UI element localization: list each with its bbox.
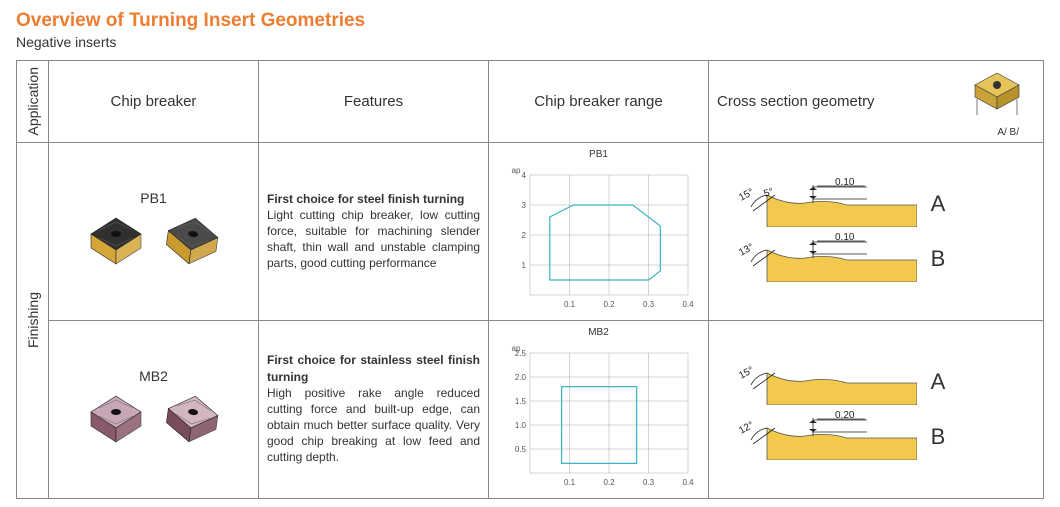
features-title: First choice for steel finish turning: [267, 192, 464, 206]
cross-section-letter: A: [927, 369, 949, 395]
svg-text:1.0: 1.0: [514, 421, 526, 430]
cross-section-diagram-icon: 13° 0.10: [717, 232, 917, 285]
svg-text:13°: 13°: [737, 242, 756, 259]
insert-image-icon: [81, 212, 151, 272]
svg-text:1: 1: [521, 261, 526, 270]
cross-section-diagram-icon: 15° 5° 0.10: [717, 177, 917, 230]
svg-text:0.5: 0.5: [514, 445, 526, 454]
cross-section-row: 12° 0.20 B: [717, 410, 1035, 463]
cross-section-letter: B: [927, 246, 949, 272]
hdr-cross-section: Cross section geometry A/ B/: [709, 61, 1044, 143]
cross-section-letter: A: [927, 191, 949, 217]
cross-section-cell: 15° A 12° 0.20 B: [709, 320, 1044, 498]
insert-image-icon: [157, 212, 227, 272]
svg-text:0.4: 0.4: [682, 478, 694, 487]
hdr-application: Application: [17, 61, 49, 143]
range-cell: PB1 0.1 0.2 0.3 0.4 1 2 3 4ap: [489, 142, 709, 320]
features-title: First choice for stainless steel finish …: [267, 353, 480, 383]
page-subtitle: Negative inserts: [16, 34, 1044, 50]
chip-breaker-cell: PB1: [49, 142, 259, 320]
cross-section-letter: B: [927, 424, 949, 450]
hdr-ab-label: A/ B/: [997, 127, 1019, 138]
cross-section-row: 15° 5° 0.10 A: [717, 177, 1035, 230]
svg-text:ap: ap: [511, 166, 520, 175]
chip-breaker-cell: MB2: [49, 320, 259, 498]
cross-section-cell: 15° 5° 0.10 A 13° 0.10: [709, 142, 1044, 320]
cross-section-diagram-icon: 12° 0.20: [717, 410, 917, 463]
svg-text:0.4: 0.4: [682, 300, 694, 309]
chart-title: MB2: [497, 327, 700, 338]
hdr-chip-breaker: Chip breaker: [49, 61, 259, 143]
chip-code: PB1: [57, 190, 250, 206]
cross-section-diagram-icon: 15°: [717, 355, 917, 408]
insert-image-icon: [81, 390, 151, 450]
features-cell: First choice for steel finish turning Lig…: [259, 142, 489, 320]
features-body: Light cutting chip breaker, low cutting …: [267, 208, 480, 271]
svg-text:ap: ap: [511, 344, 520, 353]
svg-text:4: 4: [521, 171, 526, 180]
features-body: High positive rake angle reduced cutting…: [267, 386, 480, 465]
svg-text:1.5: 1.5: [514, 397, 526, 406]
features-cell: First choice for stainless steel finish …: [259, 320, 489, 498]
page-title: Overview of Turning Insert Geometries: [16, 10, 1044, 32]
table-row: FinishingPB1 First choice for steel fini…: [17, 142, 1044, 320]
insert-image-icon: [157, 390, 227, 450]
insert-thumbnail-icon: [969, 69, 1025, 117]
svg-text:3: 3: [521, 201, 526, 210]
geometry-table: Application Chip breaker Features Chip b…: [16, 60, 1044, 499]
hdr-range: Chip breaker range: [489, 61, 709, 143]
svg-text:12°: 12°: [737, 420, 756, 437]
svg-text:0.3: 0.3: [642, 300, 654, 309]
svg-text:2: 2: [521, 231, 526, 240]
svg-text:0.2: 0.2: [603, 478, 615, 487]
svg-text:0.1: 0.1: [563, 300, 575, 309]
chip-code: MB2: [57, 368, 250, 384]
svg-text:0.2: 0.2: [603, 300, 615, 309]
group-label: Finishing: [17, 142, 49, 498]
svg-text:2.0: 2.0: [514, 373, 526, 382]
hdr-features: Features: [259, 61, 489, 143]
range-cell: MB20.10.20.30.40.51.01.52.02.5ap: [489, 320, 709, 498]
chart-title: PB1: [497, 149, 700, 160]
cross-section-row: 13° 0.10 B: [717, 232, 1035, 285]
svg-text:0.3: 0.3: [642, 478, 654, 487]
table-row: MB2 First choice for stainless steel fin…: [17, 320, 1044, 498]
svg-text:0.1: 0.1: [563, 478, 575, 487]
svg-text:15°: 15°: [737, 187, 756, 204]
hdr-cross-label: Cross section geometry: [717, 93, 875, 110]
cross-section-row: 15° A: [717, 355, 1035, 408]
svg-text:15°: 15°: [737, 365, 756, 382]
